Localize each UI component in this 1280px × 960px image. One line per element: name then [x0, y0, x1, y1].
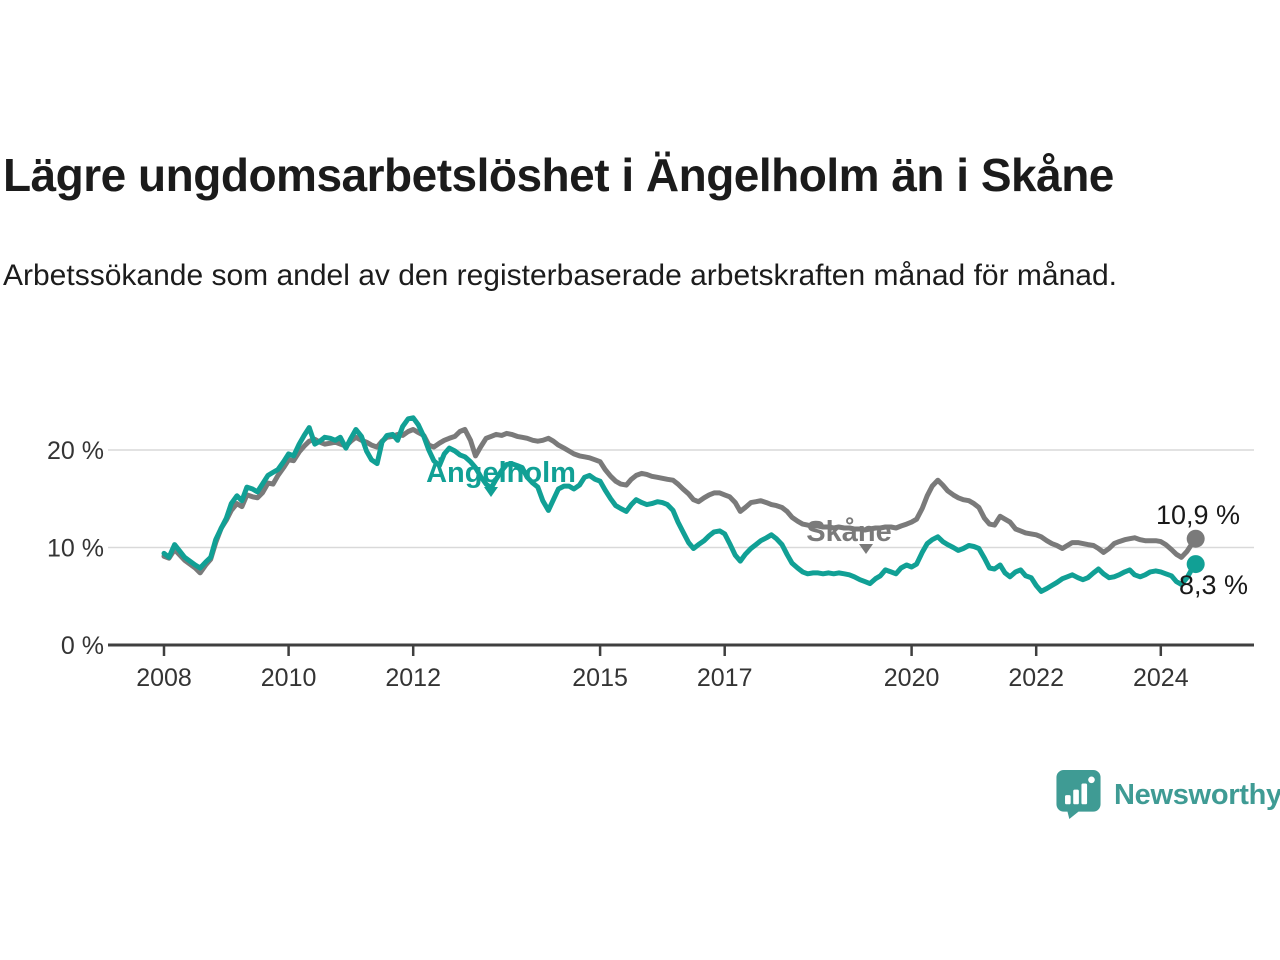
newsworthy-logo-text: Newsworthy — [1114, 778, 1280, 811]
x-tick-label-2008: 2008 — [136, 664, 192, 692]
x-tick-label-2012: 2012 — [385, 664, 441, 692]
end-value-label-skane: 10,9 % — [1156, 500, 1240, 530]
y-tick-label-20: 20 % — [47, 437, 104, 465]
series-line-angelholm — [161, 415, 1199, 594]
series-label-pointer-angelholm — [484, 487, 498, 497]
logo-bar-small — [1065, 794, 1071, 804]
x-tick-label-2024: 2024 — [1133, 664, 1189, 692]
end-value-label-angelholm: 8,3 % — [1179, 570, 1248, 600]
newsworthy-branding: Newsworthy — [1056, 769, 1280, 819]
chart-subtitle: Arbetssökande som andel av den registerb… — [3, 259, 1117, 292]
x-tick-label-2017: 2017 — [697, 664, 753, 692]
series-line-skane — [161, 427, 1199, 576]
series-label-angelholm: Ängelholm — [426, 456, 576, 489]
series-label-skane: Skåne — [806, 516, 891, 548]
x-tick-label-2010: 2010 — [261, 664, 317, 692]
newsworthy-logo-icon — [1056, 769, 1101, 819]
chart-title: Lägre ungdomsarbetslöshet i Ängelholm än… — [3, 149, 1114, 201]
x-tick-label-2015: 2015 — [572, 664, 628, 692]
series-label-pointer-skane — [859, 544, 873, 554]
y-tick-label-10: 10 % — [47, 535, 104, 563]
logo-bar-tall — [1081, 782, 1088, 804]
x-tick-label-2022: 2022 — [1008, 664, 1064, 692]
logo-bar-medium — [1073, 789, 1079, 804]
y-tick-label-0: 0 % — [61, 632, 104, 660]
end-dot-skane — [1186, 529, 1205, 548]
end-dot-angelholm — [1186, 555, 1205, 574]
logo-dot — [1088, 775, 1095, 783]
x-tick-label-2020: 2020 — [884, 664, 940, 692]
